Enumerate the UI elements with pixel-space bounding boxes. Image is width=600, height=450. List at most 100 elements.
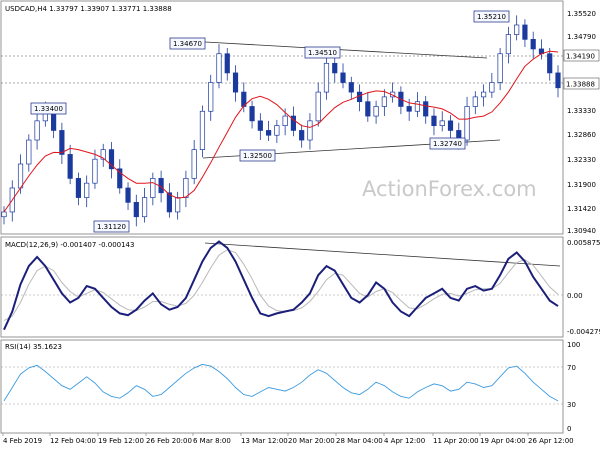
x-axis-label: 19 Apr 04:00: [480, 437, 526, 445]
candle-body: [150, 178, 156, 198]
price-marker-label: 1.34190: [566, 53, 595, 61]
candle-body: [530, 39, 536, 50]
candle-body: [34, 120, 40, 141]
annotation-box: [169, 37, 206, 50]
candle-body: [307, 120, 313, 141]
macd-panel-title: MACD(12,26,9) -0.001407 -0.000143: [5, 241, 134, 249]
candle-body: [315, 91, 321, 122]
candle-body: [423, 101, 429, 117]
candle-body: [447, 120, 454, 131]
candle-body: [323, 62, 330, 93]
annotation-label: 1.33400: [34, 105, 63, 113]
macd-line: [3, 240, 559, 331]
candle-body: [348, 82, 354, 93]
annotation-label: 1.32740: [433, 140, 462, 148]
x-axis-label: 20 Mar 20:00: [288, 437, 335, 445]
annotation-box: [304, 46, 341, 59]
macd-tick: 0.005875: [567, 239, 600, 247]
candle-body: [84, 182, 90, 198]
price-marker-box: [563, 49, 600, 62]
price-y-ticks: 1.35520 1.34790 1.33330 1.32860 1.32330 …: [567, 10, 596, 235]
candle-body: [224, 53, 230, 74]
candle-body: [199, 110, 206, 150]
candle-body: [340, 72, 346, 83]
rsi-tick: 100: [567, 341, 580, 349]
watermark: ActionForex.com: [362, 177, 537, 201]
price-tick: 1.32330: [567, 156, 596, 164]
annotation-label: 1.34670: [173, 40, 202, 48]
candle-body: [108, 149, 115, 170]
candle-body: [497, 53, 503, 83]
rsi-panel-frame: [0, 339, 564, 434]
rsi-panel-title: RSI(14) 35.1623: [5, 343, 62, 351]
candle-body: [522, 24, 528, 40]
candle-body: [249, 106, 255, 122]
candle-body: [480, 91, 487, 98]
price-tick: 1.33330: [567, 107, 596, 115]
candle-body: [59, 130, 65, 155]
price-tick: 1.35520: [567, 10, 596, 18]
candle-body: [266, 130, 272, 136]
moving-average-line: [3, 50, 559, 213]
x-axis-label: 12 Feb 04:00: [50, 437, 96, 445]
candle-body: [299, 130, 305, 141]
price-tick: 1.30940: [567, 227, 596, 235]
macd-tick: 0.00: [567, 292, 583, 300]
macd-tick: -0.004279: [567, 328, 600, 336]
candle-body: [1, 211, 7, 218]
annotation-label: 1.32500: [243, 152, 272, 160]
candle-body: [100, 149, 106, 160]
annotation-box: [429, 137, 466, 150]
annotation-label: 1.31120: [97, 223, 126, 231]
candle-body: [274, 125, 280, 136]
price-tick: 1.34790: [567, 33, 596, 41]
candle-body: [489, 82, 495, 93]
annotation-box: [93, 220, 130, 233]
macd-panel-frame: [0, 236, 564, 338]
current-price-label: 1.33888: [566, 81, 595, 89]
candle-body: [191, 149, 197, 179]
candle-body: [26, 139, 32, 165]
x-axis-label: 26 Apr 12:00: [528, 437, 574, 445]
x-axis-labels: 4 Feb 2019 12 Feb 04:00 19 Feb 12:00 26 Feb…: [2, 433, 574, 445]
price-panel-title: USDCAD,H4 1.33797 1.33907 1.33771 1.3388…: [5, 5, 172, 13]
candle-body: [406, 106, 412, 112]
price-panel-frame: [0, 0, 564, 235]
x-axis-label: 13 Mar 12:00: [241, 437, 288, 445]
rsi-tick: 70: [567, 364, 576, 372]
candle-body: [365, 101, 371, 117]
annotations: 1.33400 1.31120 1.34670 1.32500 1.34510 …: [30, 10, 510, 233]
candle-body: [373, 106, 379, 117]
candle-body: [464, 106, 470, 141]
x-axis-label: 4 Feb 2019: [3, 437, 42, 445]
candle-body: [290, 115, 296, 131]
candle-body: [439, 120, 445, 127]
annotation-box: [239, 149, 276, 162]
price-tick: 1.31900: [567, 181, 596, 189]
candle-body: [472, 96, 478, 107]
rsi-tick: 0: [567, 425, 571, 433]
price-tick: 1.32860: [567, 131, 596, 139]
candle-body: [67, 154, 73, 179]
candle-body: [257, 120, 263, 131]
candle-body: [17, 163, 24, 189]
x-axis-label: 26 Feb 20:00: [146, 437, 192, 445]
x-axis-label: 28 Mar 04:00: [336, 437, 383, 445]
upper-trendline: [204, 41, 488, 59]
candle-body: [125, 187, 131, 203]
x-axis-label: 4 Apr 12:00: [384, 437, 425, 445]
candle-body: [381, 96, 387, 107]
candle-body: [75, 178, 82, 198]
annotation-label: 1.35210: [477, 13, 506, 21]
candle-body: [216, 53, 222, 83]
annotation-box: [30, 102, 67, 115]
candle-body: [505, 34, 511, 55]
candle-body: [414, 101, 421, 112]
x-axis-label: 11 Apr 20:00: [433, 437, 479, 445]
annotation-box: [473, 10, 510, 23]
candle-body: [514, 24, 520, 35]
candle-body: [117, 168, 123, 189]
candle-body: [332, 62, 338, 74]
